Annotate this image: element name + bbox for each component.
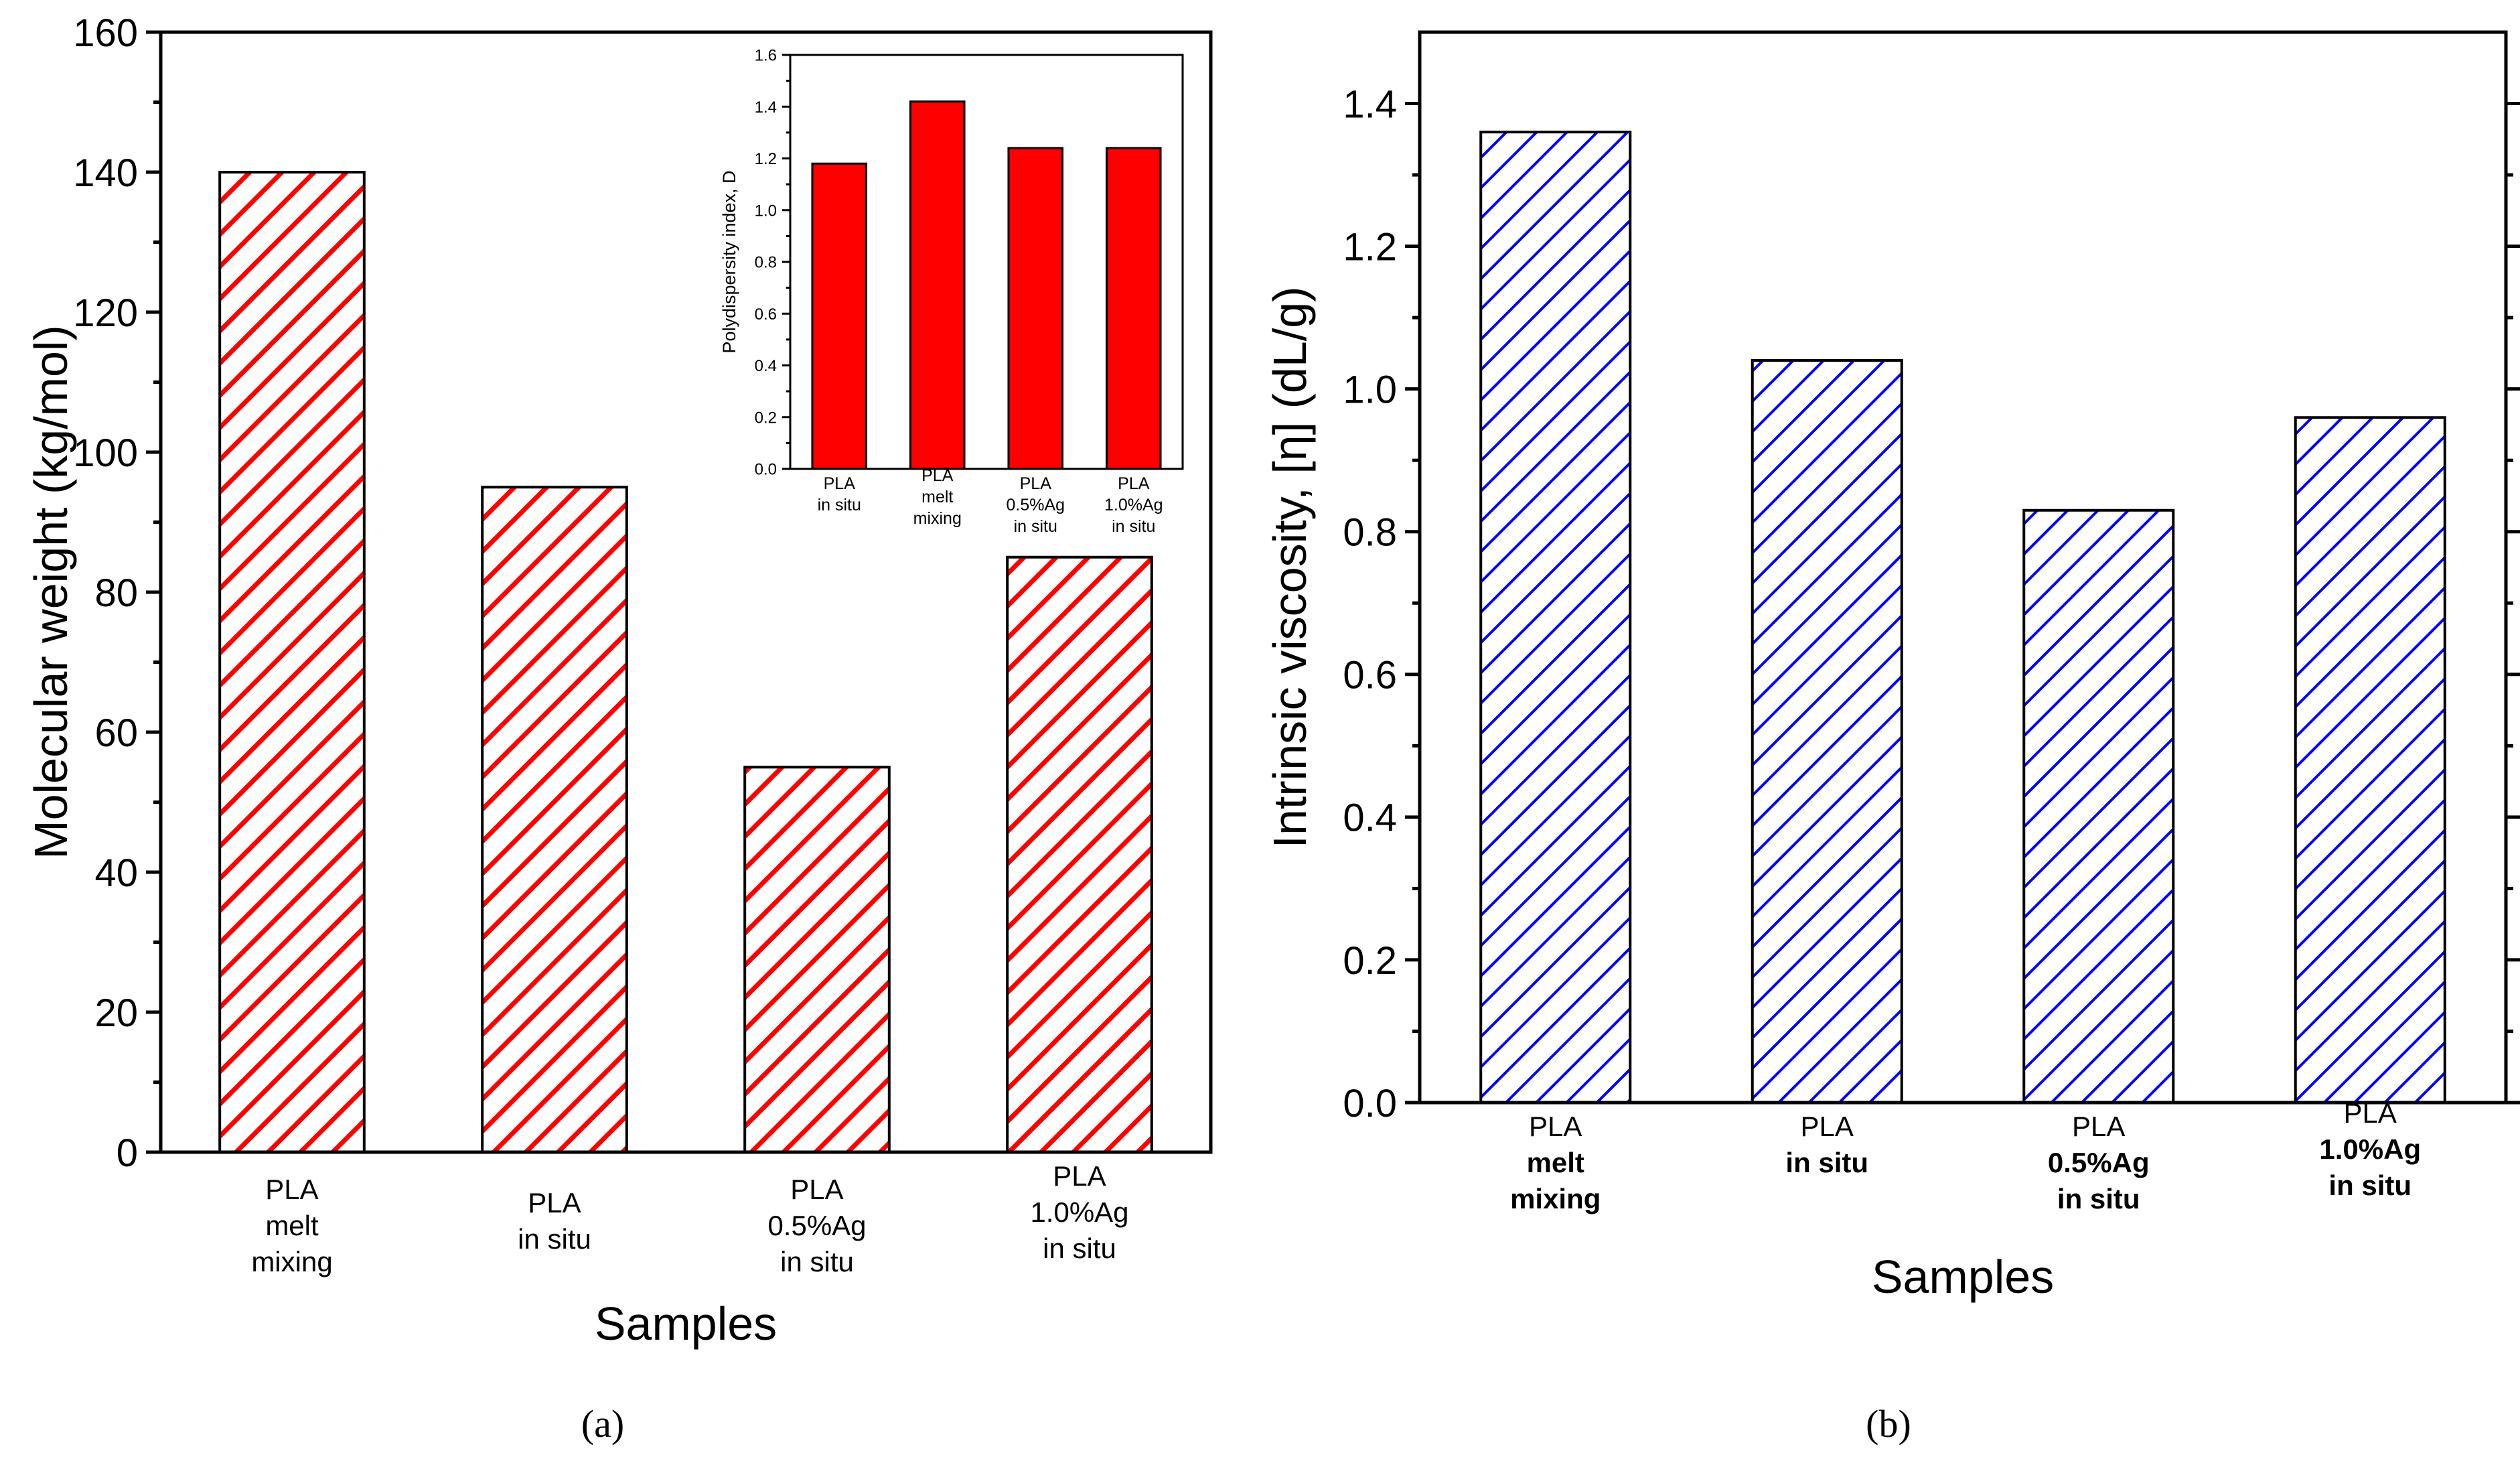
a-inset-bar-1 [811, 162, 868, 470]
b-bar-1 [1479, 131, 1632, 1105]
a-ytick-label: 100 [73, 431, 138, 475]
a-ytick-label: 60 [94, 711, 138, 755]
b-ytick-label: 0.4 [1343, 796, 1397, 840]
a-ytick-label: 40 [94, 851, 138, 895]
a-category-label: PLA 0.5%Ag in situ [767, 1174, 866, 1277]
a-inset-ytick-label: 1.0 [755, 202, 777, 220]
a-inset-category-label: PLA 0.5%Ag in situ [1006, 474, 1065, 536]
a-inset-bar-2 [909, 100, 966, 470]
a-bar-1 [218, 171, 366, 1154]
a-bar-2 [481, 486, 628, 1154]
a-ytick-label: 20 [94, 991, 138, 1035]
b-ytick-label: 0.2 [1343, 939, 1397, 983]
a-inset-category-label: PLA melt mixing [913, 466, 962, 528]
a-bar-3 [743, 766, 891, 1154]
b-bar-4 [2294, 416, 2446, 1104]
b-x-axis-title: Samples [1872, 1251, 2054, 1303]
panel-a-chart: 0 20 40 60 80 100 120 140 160 PLA melt mixing PLA in … [25, 11, 1213, 1350]
a-bar-4 [1006, 555, 1153, 1154]
b-category-label: PLA melt mixing [1510, 1111, 1601, 1214]
a-inset-category-label: PLA 1.0%Ag in situ [1104, 474, 1163, 536]
b-y-axis-title: Intrinsic viscosity, [η] (dL/g) [1264, 287, 1316, 849]
panel-b-bars [1479, 131, 2446, 1105]
b-bar-2 [1751, 359, 1903, 1104]
a-x-axis-title: Samples [595, 1298, 777, 1350]
a-inset-category-label: PLA in situ [818, 474, 861, 514]
a-category-label: PLA melt mixing [251, 1174, 332, 1277]
b-plot-frame [1418, 30, 2508, 1105]
a-inset-ytick-label: 1.6 [755, 47, 777, 65]
caption-a: (a) [581, 1402, 624, 1446]
a-y-axis-title: Molecular weight (kg/mol) [25, 325, 77, 859]
b-ytick-label: 1.2 [1343, 225, 1397, 269]
a-inset-ytick-label: 0.2 [755, 409, 777, 427]
a-inset-ytick-label: 0.6 [755, 305, 777, 324]
a-category-label: PLA 1.0%Ag in situ [1030, 1160, 1128, 1264]
a-inset-bar-4 [1105, 147, 1162, 470]
b-ytick-label: 1.4 [1343, 82, 1397, 126]
panel-a-inset: 0.0 0.2 0.4 0.6 0.8 1.0 1.2 1.4 1.6 PLA in situ PLA… [719, 47, 1184, 536]
b-bar-3 [2022, 508, 2175, 1104]
a-inset-bar-3 [1007, 147, 1064, 470]
a-inset-ytick-label: 0.4 [755, 357, 777, 375]
panel-a-axes: 0 20 40 60 80 100 120 140 160 PLA melt mixing PLA in … [25, 11, 1213, 1350]
a-ytick-label: 80 [94, 571, 138, 615]
b-ytick-label: 0.6 [1343, 654, 1397, 697]
a-ytick-label: 140 [73, 151, 138, 195]
a-inset-ytick-label: 1.4 [755, 98, 777, 117]
b-category-label: PLA 1.0%Ag in situ [2319, 1097, 2421, 1201]
panel-b-chart: 0.0 0.2 0.4 0.6 0.8 1.0 1.2 1.4 PLA melt mixing PLA… [1264, 30, 2520, 1303]
b-ytick-label: 0.8 [1343, 511, 1397, 555]
a-inset-ytick-label: 0.8 [755, 254, 777, 272]
b-category-label: PLA in situ [1785, 1111, 1868, 1178]
a-inset-ytick-label: 1.2 [755, 150, 777, 168]
b-ytick-label: 1.0 [1343, 368, 1397, 412]
a-ytick-label: 120 [73, 291, 138, 335]
panel-a-bars [218, 171, 1153, 1154]
b-category-label: PLA 0.5%Ag in situ [2048, 1111, 2150, 1214]
caption-b: (b) [1866, 1402, 1911, 1446]
a-ytick-label: 0 [117, 1131, 138, 1175]
panel-b-axes: 0.0 0.2 0.4 0.6 0.8 1.0 1.2 1.4 PLA melt mixing PLA… [1264, 30, 2520, 1303]
b-ytick-label: 0.0 [1343, 1082, 1397, 1125]
a-category-label: PLA in situ [518, 1187, 591, 1255]
a-inset-y-axis-title: Polydispersity index, D [719, 170, 739, 353]
a-inset-ytick-label: 0.0 [755, 461, 777, 479]
a-ytick-label: 160 [73, 11, 138, 55]
